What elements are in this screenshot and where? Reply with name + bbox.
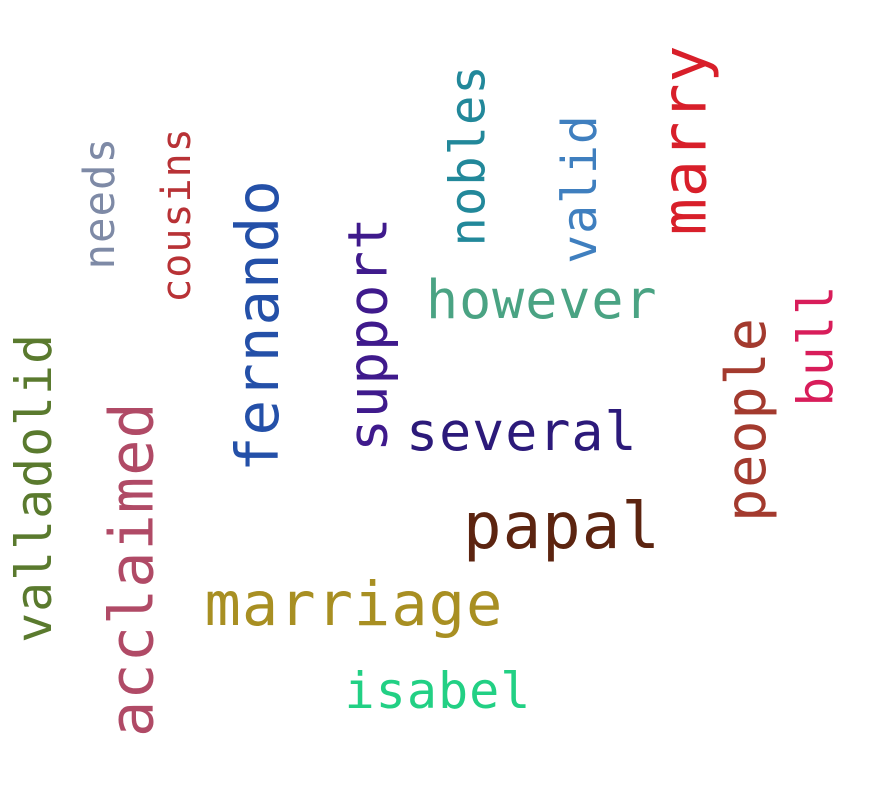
word-isabel: isabel <box>344 661 532 720</box>
word-valladolid: valladolid <box>5 332 64 643</box>
word-support: support <box>336 216 400 452</box>
word-people: people <box>713 316 778 522</box>
word-needs: needs <box>74 136 124 270</box>
word-however: however <box>426 268 658 331</box>
word-valid: valid <box>551 113 608 264</box>
word-acclaimed: acclaimed <box>97 401 168 738</box>
word-papal: papal <box>463 490 661 564</box>
word-fernando: fernando <box>222 178 292 472</box>
word-bull: bull <box>787 283 845 407</box>
word-marriage: marriage <box>204 570 504 640</box>
word-marry: marry <box>648 43 721 235</box>
word-nobles: nobles <box>439 64 497 247</box>
word-several: several <box>406 401 638 463</box>
word-cousins: cousins <box>153 127 200 303</box>
